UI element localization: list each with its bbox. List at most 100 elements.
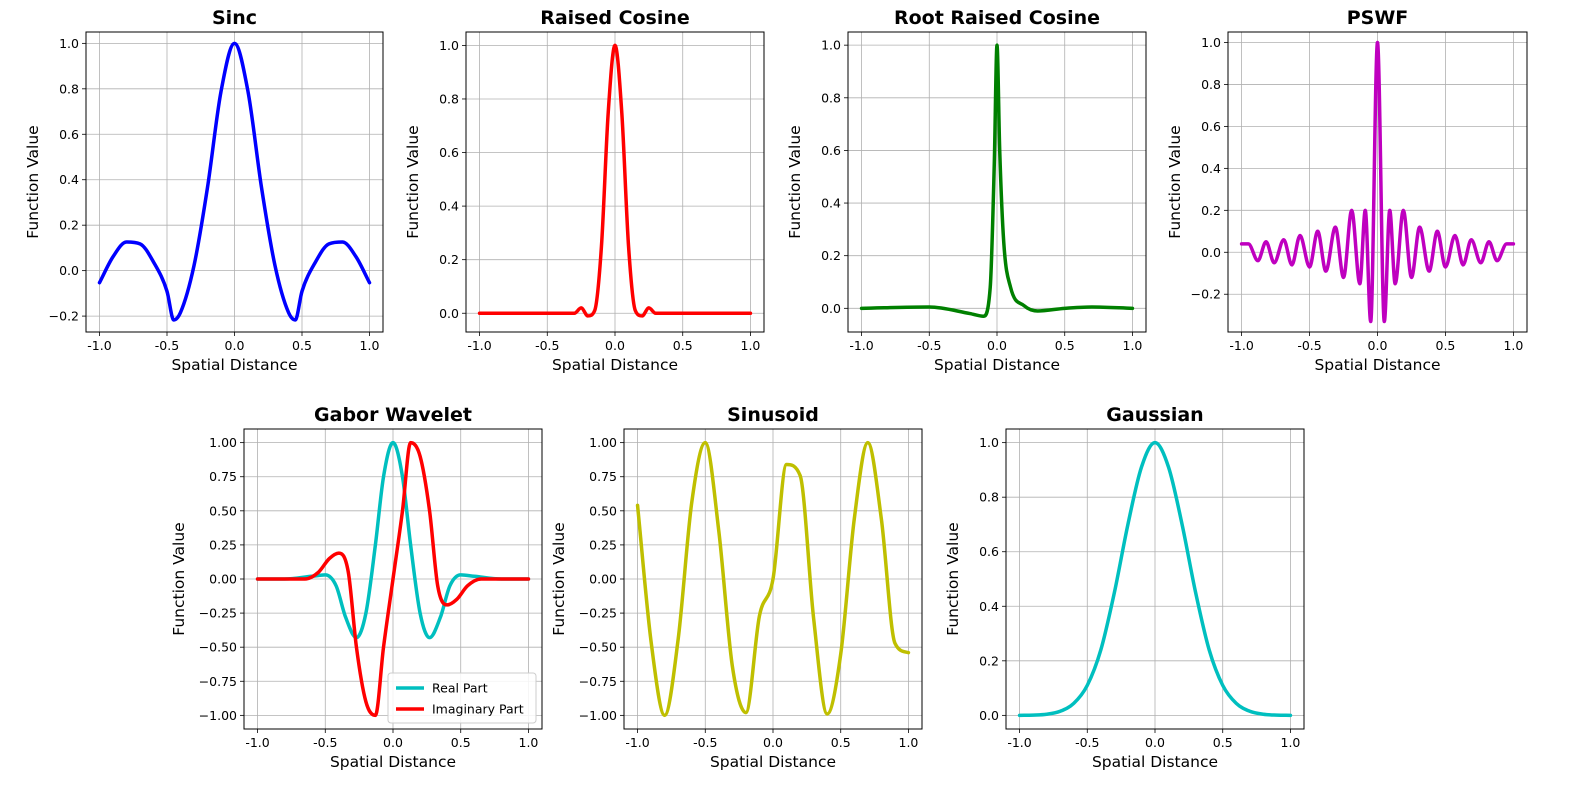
x-axis-label: Spatial Distance — [330, 753, 456, 771]
x-tick-label: 1.0 — [1281, 735, 1301, 750]
series-line-root-raised-cosine — [859, 43, 1135, 318]
y-tick-label: 0.4 — [979, 599, 999, 614]
x-axis-label: Spatial Distance — [171, 356, 297, 374]
y-axis-label: Function Value — [944, 522, 962, 635]
x-tick-label: 0.0 — [1145, 735, 1165, 750]
series-line-real-part — [255, 440, 531, 640]
x-tick-label: -0.5 — [917, 338, 941, 353]
y-tick-label: 0.0 — [59, 263, 79, 278]
x-tick-label: -0.5 — [313, 735, 337, 750]
chart-title: PSWF — [1347, 7, 1409, 29]
chart-title: Sinc — [212, 7, 257, 29]
y-tick-label: 0.6 — [1201, 119, 1221, 134]
y-tick-label: 0.0 — [979, 708, 999, 723]
y-tick-label: 1.0 — [821, 38, 841, 53]
y-tick-label: 0.8 — [1201, 77, 1221, 92]
y-tick-label: 0.4 — [821, 196, 841, 211]
y-tick-label: 1.0 — [439, 38, 459, 53]
chart-gaussian: -1.0 -0.5 0.0 0.5 1.0 0.0 0.2 0.4 0.6 0.8 1.0 Gauss… — [944, 404, 1305, 771]
chart-pswf: -1.0 -0.5 0.0 0.5 1.0 −0.2 0.0 0.2 0.4 0.6 0.8 1.0 P… — [1166, 7, 1528, 374]
x-tick-label: -0.5 — [1297, 338, 1321, 353]
x-axis-label: Spatial Distance — [1092, 753, 1218, 771]
x-tick-label: 0.5 — [451, 735, 471, 750]
x-axis-label: Spatial Distance — [1314, 356, 1440, 374]
x-tick-label: -1.0 — [1229, 338, 1253, 353]
x-tick-label: 0.0 — [383, 735, 403, 750]
chart-title: Raised Cosine — [540, 7, 690, 29]
y-tick-label: −0.75 — [199, 674, 237, 689]
series-line-imaginary-part — [255, 440, 531, 718]
y-tick-label: −0.2 — [1191, 287, 1221, 302]
x-tick-label: 0.5 — [1436, 338, 1456, 353]
series-line-gaussian — [1017, 440, 1293, 718]
y-tick-label: 0.0 — [439, 306, 459, 321]
y-tick-label: 0.00 — [589, 572, 617, 587]
y-tick-label: 0.8 — [821, 90, 841, 105]
y-tick-label: −0.50 — [579, 640, 617, 655]
chart-title: Root Raised Cosine — [894, 7, 1100, 29]
x-tick-label: -1.0 — [87, 338, 111, 353]
y-tick-label: 1.0 — [59, 36, 79, 51]
x-tick-label: -0.5 — [535, 338, 559, 353]
x-tick-label: 0.0 — [987, 338, 1007, 353]
x-tick-label: 1.0 — [741, 338, 761, 353]
y-tick-label: 1.00 — [589, 435, 617, 450]
chart-title: Gabor Wavelet — [314, 404, 472, 426]
y-tick-label: 0.2 — [59, 218, 79, 233]
chart-sinusoid: -1.0 -0.5 0.0 0.5 1.0 −1.00 −0.75 −0.50 −0.25 0.0… — [550, 404, 923, 771]
y-tick-label: 0.0 — [821, 301, 841, 316]
x-tick-label: -0.5 — [693, 735, 717, 750]
x-tick-label: -1.0 — [625, 735, 649, 750]
y-tick-label: 0.8 — [979, 490, 999, 505]
y-axis-label: Function Value — [550, 522, 568, 635]
y-tick-label: 1.0 — [979, 435, 999, 450]
y-tick-label: 0.2 — [1201, 203, 1221, 218]
y-tick-label: −0.75 — [579, 674, 617, 689]
x-tick-label: 0.5 — [1213, 735, 1233, 750]
x-tick-label: -0.5 — [1075, 735, 1099, 750]
y-tick-label: 0.75 — [209, 469, 237, 484]
y-tick-label: −1.00 — [579, 708, 617, 723]
series-line-pswf — [1239, 40, 1516, 324]
y-tick-label: −0.50 — [199, 640, 237, 655]
y-tick-label: 1.00 — [209, 435, 237, 450]
x-tick-label: -1.0 — [467, 338, 491, 353]
y-tick-label: −0.2 — [49, 309, 79, 324]
x-tick-label: 0.5 — [831, 735, 851, 750]
y-tick-label: 0.50 — [589, 503, 617, 518]
y-tick-label: 0.2 — [979, 653, 999, 668]
x-tick-label: 0.0 — [1368, 338, 1388, 353]
x-tick-label: 1.0 — [1503, 338, 1523, 353]
y-tick-label: −0.25 — [199, 606, 237, 621]
y-axis-label: Function Value — [1166, 125, 1184, 238]
y-tick-label: 0.2 — [821, 248, 841, 263]
y-tick-label: 1.0 — [1201, 35, 1221, 50]
y-tick-label: 0.00 — [209, 572, 237, 587]
x-tick-label: 0.5 — [1055, 338, 1075, 353]
x-axis-label: Spatial Distance — [710, 753, 836, 771]
y-tick-label: 0.8 — [439, 91, 459, 106]
y-tick-label: 0.75 — [589, 469, 617, 484]
x-axis-label: Spatial Distance — [934, 356, 1060, 374]
y-tick-label: 0.4 — [1201, 161, 1221, 176]
series-line-raised-cosine — [477, 43, 753, 318]
y-tick-label: 0.25 — [589, 537, 617, 552]
y-tick-label: 0.50 — [209, 503, 237, 518]
x-tick-label: -1.0 — [849, 338, 873, 353]
legend-label: Imaginary Part — [432, 702, 524, 717]
y-axis-label: Function Value — [24, 125, 42, 238]
x-tick-label: 1.0 — [519, 735, 539, 750]
x-tick-label: -0.5 — [155, 338, 179, 353]
y-axis-label: Function Value — [170, 522, 188, 635]
y-axis-label: Function Value — [404, 125, 422, 238]
y-tick-label: −1.00 — [199, 708, 237, 723]
x-tick-label: 1.0 — [899, 735, 919, 750]
y-tick-label: 0.4 — [59, 172, 79, 187]
chart-root-raised-cosine: -1.0 -0.5 0.0 0.5 1.0 0.0 0.2 0.4 0.6 0.8 1.0 Root … — [786, 7, 1147, 374]
y-tick-label: 0.8 — [59, 81, 79, 96]
series-line-sinc — [97, 41, 372, 322]
y-tick-label: 0.6 — [821, 143, 841, 158]
y-tick-label: 0.6 — [59, 127, 79, 142]
x-tick-label: -1.0 — [245, 735, 269, 750]
